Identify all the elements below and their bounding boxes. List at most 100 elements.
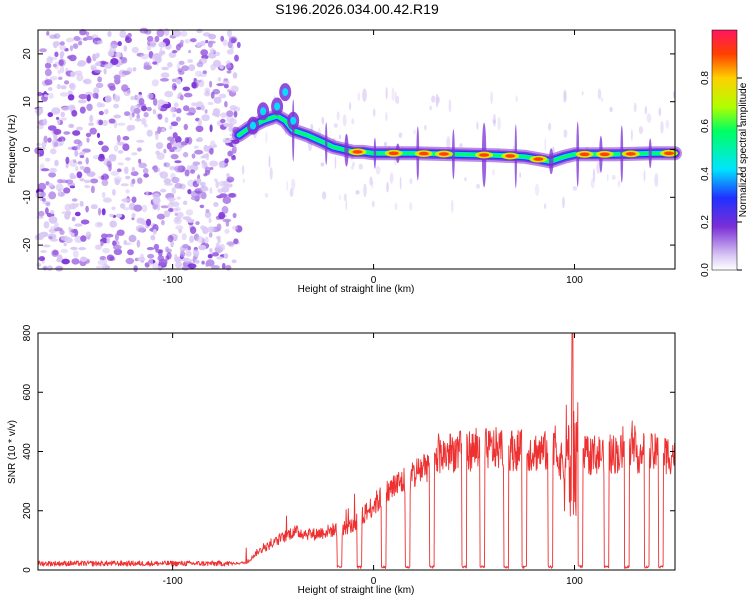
heatmap-noise-cell [195, 221, 200, 226]
heatmap-noise-cell [174, 216, 180, 223]
x-tick-label: 0 [371, 275, 377, 286]
colorbar: 0.0 0.2 0.4 0.6 0.8 Normalized spectral ampl… [700, 29, 749, 277]
heatmap-noise-cell [183, 105, 190, 112]
heatmap-noise-cell [77, 99, 87, 104]
heatmap-noise-cell [97, 140, 104, 146]
spectrogram-y-ticks: -20 -10 0 10 20 [22, 48, 675, 252]
heatmap-noise-cell [104, 174, 110, 180]
heatmap-noise-cell [222, 180, 229, 187]
heatmap-noise-cell [172, 132, 178, 139]
heatmap-noise-cell [224, 228, 230, 234]
heatmap-noise-cell [490, 91, 493, 105]
heatmap-noise-cell [63, 242, 67, 247]
heatmap-noise-cell [147, 40, 151, 46]
heatmap-noise-cell [102, 197, 112, 203]
heatmap-noise-cell [98, 110, 104, 116]
heatmap-noise-cell [196, 236, 204, 243]
heatmap-noise-cell [76, 61, 86, 67]
heatmap-noise-cell [181, 65, 190, 72]
y-tick-label: 20 [22, 48, 33, 60]
heatmap-noise-cell [36, 262, 42, 268]
heatmap-noise-cell [43, 135, 48, 144]
heatmap-noise-cell [233, 106, 241, 112]
heatmap-noise-cell [227, 150, 233, 157]
heatmap-noise-cell [122, 136, 130, 141]
heatmap-noise-cell [146, 45, 152, 51]
heatmap-noise-cell [183, 123, 188, 131]
heatmap-noise-cell [149, 39, 157, 48]
heatmap-noise-cell [184, 257, 191, 263]
heatmap-noise-cell [127, 249, 134, 256]
heatmap-noise-cell [220, 112, 228, 118]
heatmap-noise-cell [117, 122, 126, 126]
snr-series-line [37, 332, 676, 569]
heatmap-noise-cell [45, 202, 51, 207]
heatmap-noise-cell [43, 265, 48, 271]
heatmap-noise-cell [334, 156, 337, 169]
heatmap-noise-cell [160, 72, 170, 78]
heatmap-noise-cell [96, 132, 101, 138]
heatmap-noise-cell [209, 160, 219, 167]
heatmap-noise-cell [233, 238, 239, 245]
y-tick-label: 0 [22, 146, 33, 152]
heatmap-noise-cell [606, 174, 609, 182]
heatmap-noise-cell [138, 162, 147, 169]
heatmap-noise-cell [631, 128, 633, 141]
heatmap-noise-cell [54, 51, 59, 58]
heatmap-noise-cell [209, 187, 213, 194]
heatmap-noise-cell [79, 106, 86, 114]
heatmap-noise-cell [54, 159, 59, 167]
heatmap-plume-core [260, 107, 267, 116]
heatmap-noise-cell [199, 40, 206, 47]
heatmap-noise-cell [182, 244, 189, 249]
heatmap-noise-cell [202, 70, 207, 75]
heatmap-noise-cell [350, 165, 355, 171]
heatmap-noise-cell [343, 193, 347, 202]
heatmap-noise-cell [169, 125, 173, 130]
heatmap-noise-cell [175, 225, 184, 230]
heatmap-noise-cell [47, 137, 52, 143]
heatmap-noise-cell [169, 200, 174, 205]
heatmap-noise-cell [43, 221, 50, 229]
heatmap-peak-core [625, 152, 636, 156]
heatmap-noise-cell [70, 246, 77, 250]
heatmap-noise-cell [73, 159, 77, 164]
heatmap-noise-cell [153, 165, 159, 173]
heatmap-noise-cell [131, 178, 136, 184]
heatmap-noise-cell [156, 29, 165, 37]
heatmap-noise-cell [58, 76, 63, 81]
heatmap-noise-cell [131, 213, 136, 218]
heatmap-noise-cell [167, 197, 176, 202]
heatmap-noise-cell [174, 102, 179, 108]
heatmap-noise-cell [658, 107, 662, 116]
heatmap-noise-cell [345, 200, 348, 211]
heatmap-noise-cell [60, 65, 65, 74]
heatmap-noise-cell [101, 208, 106, 216]
heatmap-noise-cell [70, 229, 77, 233]
heatmap-noise-cell [269, 167, 273, 180]
heatmap-noise-cell [161, 66, 170, 71]
heatmap-noise-cell [204, 109, 208, 114]
heatmap-noise-cell [113, 144, 119, 152]
heatmap-noise-cell [213, 96, 222, 104]
heatmap-noise-cell [57, 69, 61, 75]
heatmap-noise-cell [67, 55, 73, 60]
heatmap-noise-cell [101, 191, 106, 199]
heatmap-peak-core [579, 152, 590, 157]
heatmap-noise-cell [342, 114, 347, 127]
heatmap-noise-cell [72, 250, 79, 258]
heatmap-noise-cell [184, 38, 191, 44]
heatmap-noise-cell [48, 172, 56, 178]
heatmap-peak-core [533, 157, 544, 161]
heatmap-noise-cell [91, 34, 99, 39]
heatmap-noise-cell [125, 37, 132, 43]
heatmap-noise-cell [194, 79, 202, 83]
heatmap-noise-cell [95, 82, 104, 89]
heatmap-noise-cell [174, 165, 183, 173]
heatmap-noise-cell [89, 114, 94, 123]
colorbar-tick-label: 0.0 [700, 263, 711, 277]
heatmap-noise-cell [464, 177, 467, 182]
snr-x-axis-label: Height of straight line (km) [298, 585, 415, 596]
heatmap-noise-cell [98, 119, 104, 126]
heatmap-noise-cell [97, 207, 102, 216]
